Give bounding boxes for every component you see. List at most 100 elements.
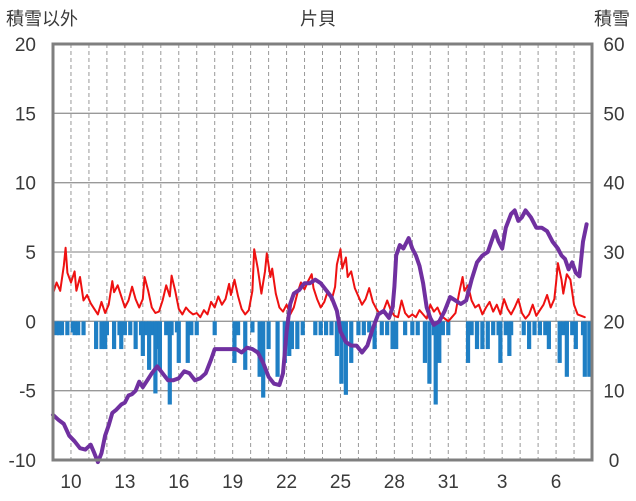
precipitation-bar xyxy=(275,321,280,377)
precipitation-bar xyxy=(289,321,295,350)
precipitation-bar xyxy=(176,321,181,363)
precipitation-bar xyxy=(587,321,592,377)
precipitation-bar xyxy=(537,321,542,336)
precipitation-bar xyxy=(157,321,162,370)
precipitation-bar xyxy=(329,321,334,336)
x-tick-label: 10 xyxy=(60,472,81,493)
right-axis-label: 積雪 xyxy=(594,9,630,30)
precipitation-bar xyxy=(153,321,158,394)
precipitation-bar xyxy=(313,321,318,336)
precipitation-bar xyxy=(403,321,408,336)
precipitation-bar xyxy=(243,321,248,370)
precipitation-bar xyxy=(99,321,104,350)
precipitation-bar xyxy=(65,321,70,336)
precipitation-bar xyxy=(498,321,503,363)
series-lines xyxy=(51,208,589,465)
precipitation-bar xyxy=(295,321,300,350)
right-tick-label: 40 xyxy=(603,174,624,195)
left-tick-label: 5 xyxy=(25,243,36,264)
precipitation-bar xyxy=(94,321,99,350)
precipitation-bar xyxy=(119,321,124,350)
right-axis-ticks: 60 50 40 30 20 10 0 xyxy=(603,35,624,472)
precipitation-bar xyxy=(54,321,59,336)
precipitation-bar xyxy=(257,321,262,377)
precipitation-bar xyxy=(339,321,344,384)
precipitation-bar xyxy=(212,321,217,336)
precipitation-bar xyxy=(543,321,548,336)
precipitation-bar xyxy=(122,321,127,336)
precipitation-bar xyxy=(318,321,323,336)
precipitation-bar xyxy=(385,321,390,336)
precipitation-bar xyxy=(111,321,117,350)
precipitation-bar xyxy=(485,321,490,350)
precipitation-bar xyxy=(81,321,86,336)
precipitation-bar xyxy=(469,321,474,336)
precipitation-bar xyxy=(128,321,133,336)
precipitation-bar xyxy=(390,321,395,350)
precipitation-bar xyxy=(564,321,569,377)
precipitation-bar xyxy=(266,321,271,350)
left-axis-label: 積雪以外 xyxy=(6,9,78,30)
precipitation-bar xyxy=(57,321,62,336)
x-tick-label: 13 xyxy=(114,472,135,493)
right-tick-label: 0 xyxy=(609,451,620,472)
left-tick-label: 20 xyxy=(15,35,36,56)
precipitation-bar xyxy=(149,321,154,336)
left-tick-label: -5 xyxy=(19,382,36,403)
x-tick-label: 19 xyxy=(222,472,243,493)
precipitation-bar xyxy=(394,321,399,350)
precipitation-bar xyxy=(140,321,145,356)
precipitation-bar xyxy=(474,321,480,350)
precipitation-bar xyxy=(433,321,438,405)
precipitation-bar xyxy=(300,321,305,336)
right-tick-label: 30 xyxy=(603,243,624,264)
left-tick-label: -10 xyxy=(9,451,36,472)
temperature-line xyxy=(52,246,586,323)
precipitation-bar xyxy=(379,321,384,336)
precipitation-bar xyxy=(521,321,526,336)
precipitation-bar xyxy=(491,321,496,336)
precipitation-bar xyxy=(72,321,77,336)
precipitation-bar xyxy=(343,321,348,395)
precipitation-bar xyxy=(250,321,255,333)
precipitation-bar xyxy=(415,321,420,336)
precipitation-bar xyxy=(372,321,377,350)
precipitation-bar xyxy=(356,321,361,336)
precipitation-bar xyxy=(133,321,138,350)
x-tick-label: 16 xyxy=(168,472,189,493)
precipitation-bar xyxy=(103,321,108,350)
x-tick-label: 25 xyxy=(330,472,351,493)
precipitation-bar xyxy=(480,321,485,350)
right-tick-label: 50 xyxy=(603,104,624,125)
precipitation-bar xyxy=(323,321,329,336)
precipitation-bar xyxy=(507,321,512,356)
precipitation-bar xyxy=(164,321,169,336)
precipitation-bar xyxy=(367,321,372,333)
precipitation-bar xyxy=(167,321,172,405)
x-tick-label: 6 xyxy=(551,472,562,493)
precipitation-bar xyxy=(532,321,537,336)
right-tick-label: 20 xyxy=(603,312,624,333)
precipitation-bar xyxy=(59,321,65,336)
precipitation-bar xyxy=(235,321,241,336)
precipitation-bar xyxy=(189,321,194,336)
precipitation-bar xyxy=(410,321,415,336)
precipitation-bar xyxy=(76,321,81,336)
precipitation-bar xyxy=(437,321,442,363)
precipitation-bar xyxy=(440,321,445,336)
precipitation-bar xyxy=(527,321,532,350)
precipitation-bar xyxy=(422,321,428,363)
precipitation-bar xyxy=(147,321,152,370)
right-tick-label: 10 xyxy=(603,382,624,403)
precipitation-bar xyxy=(427,321,432,384)
snow-depth-line xyxy=(51,208,589,465)
x-tick-label: 28 xyxy=(384,472,405,493)
precipitation-bar xyxy=(546,321,551,350)
left-tick-label: 0 xyxy=(25,312,36,333)
precipitation-bar xyxy=(349,321,354,363)
precipitation-bar xyxy=(503,321,508,336)
x-tick-label: 3 xyxy=(497,472,508,493)
precipitation-bar xyxy=(144,321,149,336)
precipitation-bar xyxy=(232,321,237,363)
